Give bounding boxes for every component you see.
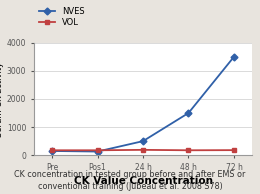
Legend: NVES, VOL: NVES, VOL	[38, 6, 86, 27]
Line: VOL: VOL	[50, 147, 236, 153]
Text: CK concentration in tested group before and after EMS or: CK concentration in tested group before …	[14, 170, 246, 179]
NVES	[96, 150, 99, 153]
VOL	[187, 149, 190, 152]
Y-axis label: Serum CK activity: Serum CK activity	[0, 61, 4, 137]
NVES	[232, 55, 236, 58]
VOL	[96, 149, 99, 152]
NVES	[187, 112, 190, 114]
VOL	[232, 149, 236, 151]
VOL	[50, 149, 54, 152]
NVES	[141, 140, 145, 142]
Line: NVES: NVES	[50, 54, 236, 154]
VOL	[141, 149, 145, 151]
NVES	[50, 150, 54, 152]
X-axis label: CK Value Concentration: CK Value Concentration	[74, 176, 212, 186]
Text: conventional training (Jubeau et al. 2008 S78): conventional training (Jubeau et al. 200…	[38, 182, 222, 191]
